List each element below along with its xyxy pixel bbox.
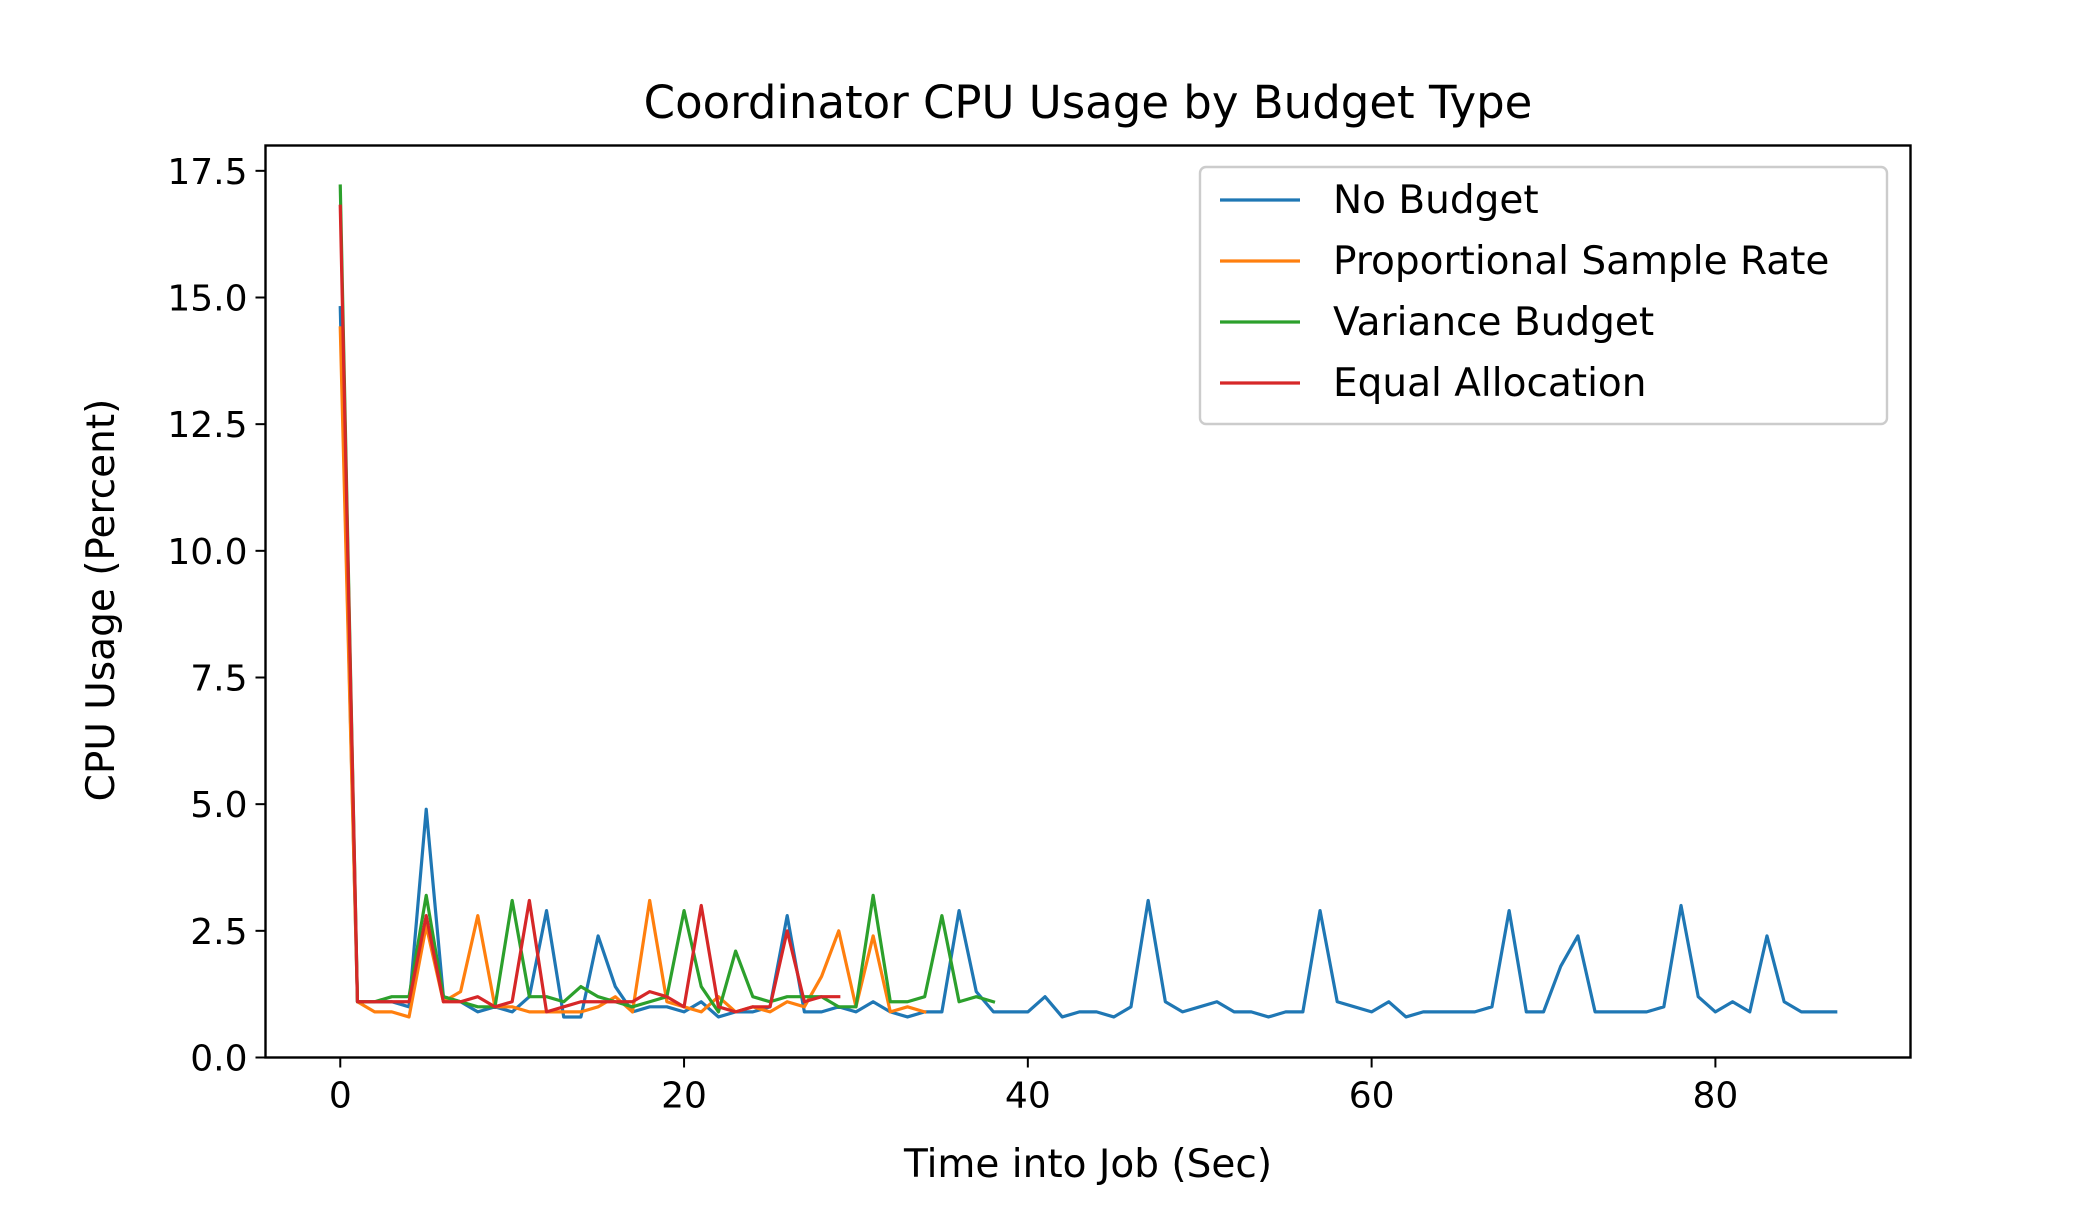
legend-label: No Budget <box>1333 178 1539 223</box>
legend-box <box>1198 165 1889 426</box>
y-axis-ticks: 0.0 2.5 5.0 7.5 10.0 12.5 15.0 17.5 <box>167 152 266 1080</box>
y-tick-label: 0.0 <box>190 1039 247 1080</box>
y-tick-label: 15.0 <box>167 279 247 320</box>
x-tick-label: 80 <box>1692 1076 1738 1117</box>
y-tick-label: 10.0 <box>167 532 247 573</box>
y-tick-label: 12.5 <box>167 405 247 446</box>
x-tick-label: 20 <box>661 1076 707 1117</box>
legend: No Budget Proportional Sample Rate Varianc… <box>1198 165 1889 426</box>
legend-label: Equal Allocation <box>1333 361 1647 406</box>
y-tick-label: 17.5 <box>167 152 247 193</box>
chart-title: Coordinator CPU Usage by Budget Type <box>644 76 1533 129</box>
x-tick-label: 0 <box>329 1076 352 1117</box>
x-axis-ticks: 0 20 40 60 80 <box>329 1057 1738 1117</box>
y-axis-label: CPU Usage (Percent) <box>79 399 124 802</box>
plot-frame <box>264 144 1912 1059</box>
y-tick-label: 5.0 <box>190 785 247 826</box>
x-tick-label: 40 <box>1005 1076 1051 1117</box>
y-tick-label: 7.5 <box>190 659 247 700</box>
x-tick-label: 60 <box>1349 1076 1395 1117</box>
series-lines <box>338 184 1838 1019</box>
legend-label: Proportional Sample Rate <box>1333 239 1829 284</box>
legend-label: Variance Budget <box>1333 300 1654 345</box>
series-line-3 <box>338 204 841 1014</box>
y-tick-label: 2.5 <box>190 912 247 953</box>
series-line-0 <box>338 305 1838 1019</box>
x-axis-label: Time into Job (Sec) <box>903 1142 1272 1187</box>
